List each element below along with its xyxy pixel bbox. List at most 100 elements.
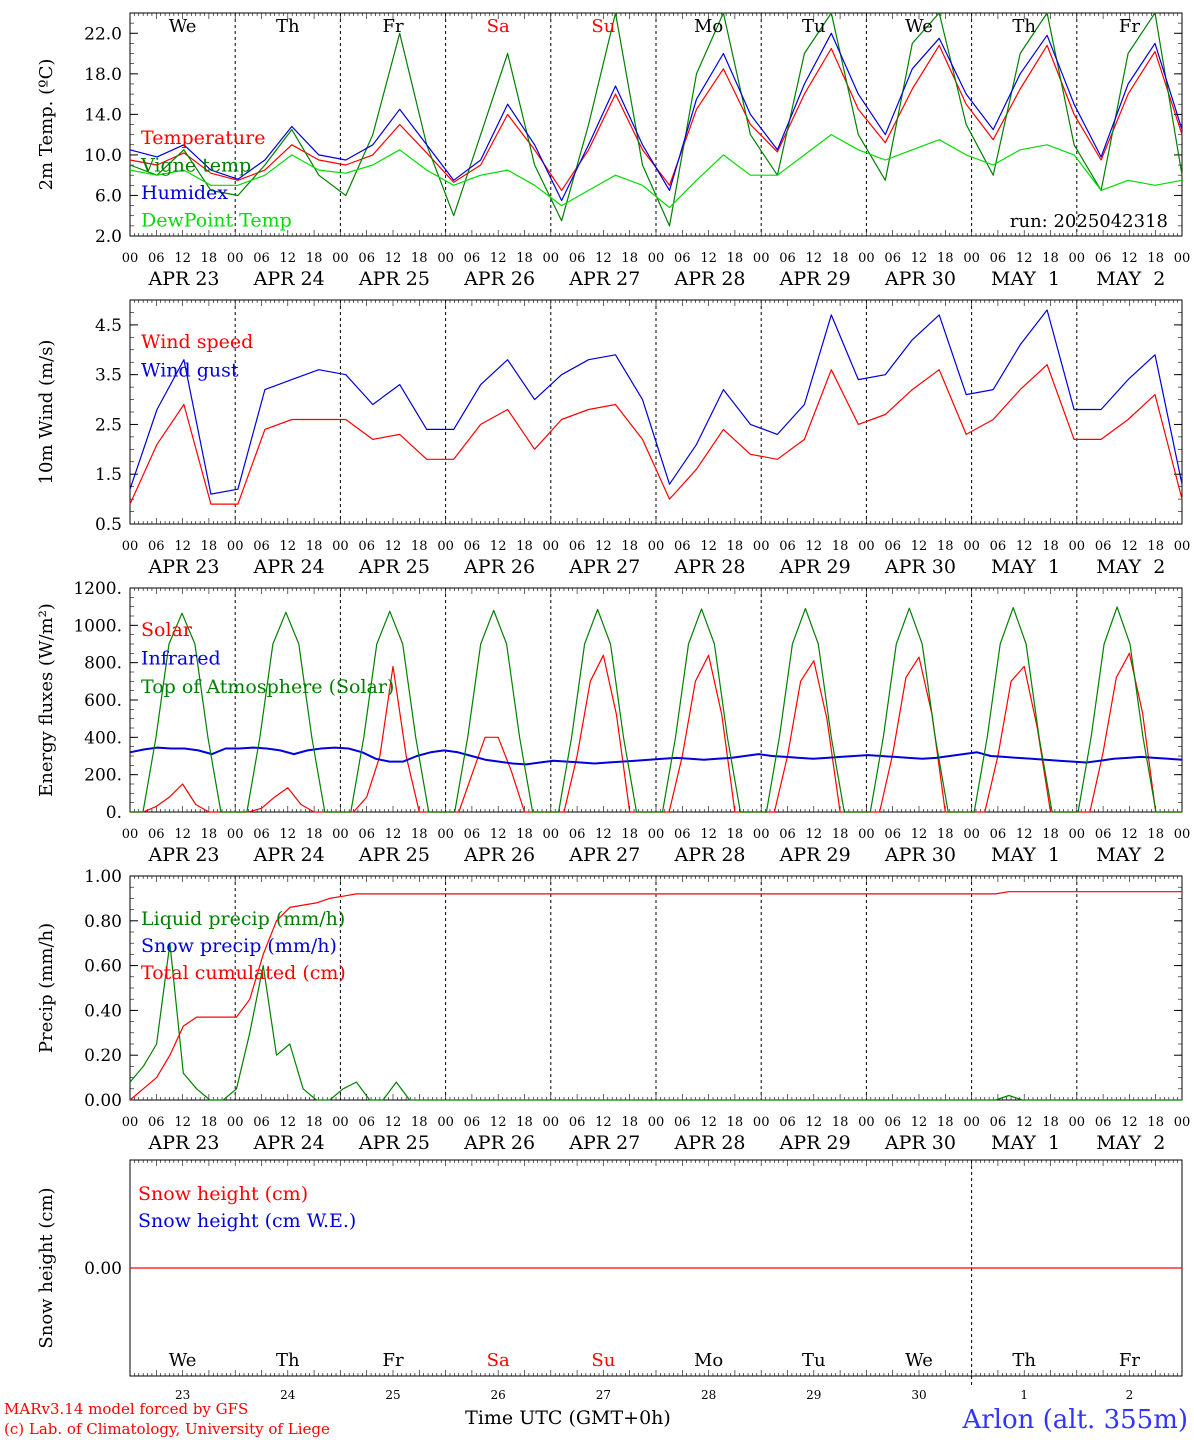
hour-label: 00: [543, 827, 560, 842]
legend-entry: Temperature: [141, 127, 265, 149]
hour-label: 12: [700, 1115, 717, 1130]
hour-label: 00: [543, 539, 560, 554]
y-tick-label: 4.5: [95, 316, 122, 336]
hour-label: 12: [174, 251, 191, 266]
day-name-top: Fr: [382, 16, 403, 37]
hour-label: 00: [227, 1115, 244, 1130]
plot-frame: [129, 299, 1183, 525]
hour-label: 00: [332, 539, 349, 554]
hour-label: 00: [753, 827, 770, 842]
hour-label: 18: [516, 1115, 533, 1130]
hour-label: 12: [385, 827, 402, 842]
y-tick-label: 400.: [84, 728, 122, 748]
hour-label: 18: [621, 251, 638, 266]
date-label: MAY 2: [1096, 556, 1165, 578]
hour-label: 00: [1174, 539, 1191, 554]
hour-label: 00: [332, 1115, 349, 1130]
panel-1: 2.0 6.0 10.0 14.0 18.0 22.0 2m Temp. (ºC) 00 06 1…: [36, 12, 1190, 290]
legend-entry: DewPoint Temp: [141, 210, 292, 232]
hour-label: 06: [253, 251, 270, 266]
date-label: APR 28: [673, 844, 745, 866]
hour-label: 12: [911, 827, 928, 842]
hour-label: 12: [385, 251, 402, 266]
hour-label: 00: [753, 539, 770, 554]
panel-3: 0. 200. 400. 600. 800. 1000. 1200. Energy fluxe…: [36, 579, 1190, 866]
hour-label: 12: [1016, 539, 1033, 554]
hour-label: 12: [490, 539, 507, 554]
day-name-bottom: Th: [1012, 1350, 1036, 1371]
y-tick-label: 1.00: [84, 867, 122, 887]
hour-label: 12: [280, 539, 297, 554]
hour-label: 12: [490, 827, 507, 842]
date-label: APR 26: [463, 556, 535, 578]
legend-entry: Humidex: [141, 182, 228, 204]
hour-label: 00: [1069, 251, 1086, 266]
hour-label: 00: [648, 539, 665, 554]
hour-label: 06: [674, 251, 691, 266]
date-label: MAY 1: [991, 268, 1060, 290]
date-label: APR 29: [779, 1132, 851, 1154]
hour-label: 18: [621, 1115, 638, 1130]
hour-label: 18: [306, 1115, 323, 1130]
hour-label: 18: [727, 539, 744, 554]
y-tick-label: 200.: [84, 766, 122, 786]
date-label: APR 29: [779, 844, 851, 866]
y-tick-label: 0.5: [95, 515, 122, 535]
hour-label: 00: [543, 251, 560, 266]
hour-label: 12: [280, 1115, 297, 1130]
day-name-top: Th: [276, 16, 300, 37]
hour-label: 06: [1095, 1115, 1112, 1130]
legend-entry: Infrared: [141, 648, 221, 670]
y-tick-label: 600.: [84, 691, 122, 711]
legend-entry: Wind speed: [141, 331, 253, 353]
day-number: 30: [911, 1388, 926, 1402]
date-label: MAY 1: [991, 1132, 1060, 1154]
hour-label: 18: [516, 251, 533, 266]
date-label: APR 29: [779, 556, 851, 578]
y-tick-label: 1000.: [73, 616, 122, 636]
day-number: 26: [491, 1388, 506, 1402]
series-line-dewpoint-temp: [129, 134, 1183, 209]
day-name-bottom: Sa: [487, 1350, 510, 1371]
hour-label: 12: [911, 539, 928, 554]
hour-label: 06: [1095, 827, 1112, 842]
date-label: APR 25: [358, 556, 430, 578]
y-tick-label: 3.5: [95, 366, 122, 386]
series-line-liquid-precip-mm-h-: [129, 942, 1182, 1101]
hour-label: 18: [201, 1115, 218, 1130]
y-tick-label: 0.00: [84, 1259, 122, 1279]
date-label: APR 30: [884, 1132, 956, 1154]
date-label: APR 30: [884, 268, 956, 290]
date-label: APR 24: [253, 1132, 325, 1154]
hour-label: 18: [306, 827, 323, 842]
legend-entry: Top of Atmosphere (Solar): [141, 676, 394, 698]
hour-label: 18: [937, 827, 954, 842]
hour-label: 00: [437, 539, 454, 554]
hour-label: 06: [358, 827, 375, 842]
hour-label: 12: [1121, 251, 1138, 266]
hour-label: 18: [411, 251, 428, 266]
date-label: APR 24: [253, 556, 325, 578]
hour-label: 12: [1016, 251, 1033, 266]
date-label: APR 23: [147, 268, 219, 290]
date-label: APR 23: [147, 844, 219, 866]
date-label: APR 28: [673, 268, 745, 290]
day-number: 27: [596, 1388, 611, 1402]
y-tick-label: 1.5: [95, 465, 122, 485]
hour-label: 18: [411, 539, 428, 554]
hour-label: 00: [648, 827, 665, 842]
hour-label: 00: [437, 251, 454, 266]
hour-label: 18: [1042, 251, 1059, 266]
hour-label: 06: [779, 251, 796, 266]
date-label: APR 28: [673, 556, 745, 578]
hour-label: 00: [1069, 1115, 1086, 1130]
hour-label: 12: [385, 1115, 402, 1130]
hour-label: 00: [648, 251, 665, 266]
date-label: MAY 1: [991, 844, 1060, 866]
hour-label: 12: [1121, 539, 1138, 554]
y-tick-label: 0.60: [84, 957, 122, 977]
hour-label: 18: [411, 1115, 428, 1130]
day-name-top: Sa: [487, 16, 510, 37]
panel-5: 0.00 Snow height (cm) Snow height (cm) Snow…: [36, 1159, 1183, 1386]
hour-label: 00: [963, 251, 980, 266]
